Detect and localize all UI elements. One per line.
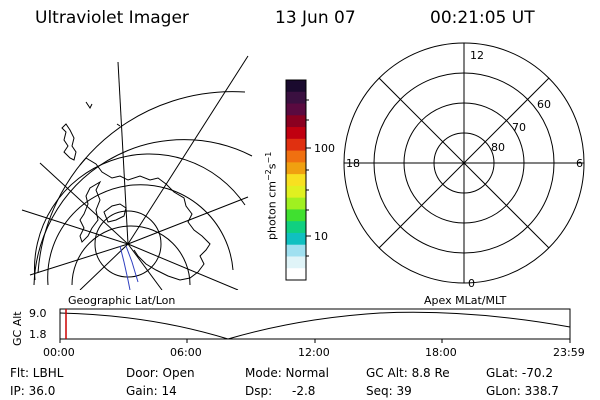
glon-info: GLon: 338.7 <box>486 384 559 398</box>
coast-antarctica-west <box>79 180 102 243</box>
mode-info: Mode: Normal <box>245 366 329 380</box>
gc-alt-xticks <box>59 339 571 343</box>
colorbar-band <box>286 91 306 105</box>
lat-circle-outer <box>37 91 246 274</box>
colorbar-frame <box>285 79 307 281</box>
colorbar-bands <box>286 80 306 281</box>
gain-info: Gain: 14 <box>126 384 177 398</box>
dsp-label: Dsp: <box>245 384 273 398</box>
geographic-map <box>21 55 253 290</box>
lat-circle-3 <box>33 153 246 281</box>
colorbar-band <box>286 174 306 187</box>
gc-alt-curve <box>59 311 571 340</box>
ip-info: IP: 36.0 <box>10 384 56 398</box>
mlat-label-60: 60 <box>537 98 551 111</box>
coast-track-2 <box>125 245 139 283</box>
dsp-value: -2.8 <box>292 384 316 398</box>
colorbar-band <box>286 256 306 269</box>
colorbar-tick-10: 10 <box>314 230 328 243</box>
coast-peninsula <box>61 123 77 161</box>
coast-antarctica-east <box>79 157 211 281</box>
colorbar-ticks <box>306 99 311 257</box>
colorbar-band <box>286 244 306 257</box>
latitude-circles <box>33 91 253 286</box>
geographic-label: Geographic Lat/Lon <box>68 294 176 307</box>
coastlines <box>61 101 211 290</box>
meridian-2 <box>117 61 129 245</box>
colorbar-band <box>286 209 306 222</box>
colorbar-band <box>286 221 306 234</box>
gc-alt-ylabel: GC Alt <box>11 311 24 346</box>
seq-info: Seq: 39 <box>366 384 412 398</box>
meridian-1 <box>127 55 249 245</box>
gc-alt-info: GC Alt: 8.8 Re <box>366 366 450 380</box>
meridian-8 <box>127 243 239 290</box>
mlat-label-70: 70 <box>512 121 526 134</box>
gc-alt-frame <box>59 308 571 340</box>
meridian-9 <box>21 209 129 245</box>
colorbar-unit-label: photon cm−2s−1 <box>264 151 279 240</box>
colorbar-band <box>286 268 306 281</box>
colorbar-band <box>286 150 306 163</box>
colorbar-band <box>286 103 306 116</box>
colorbar-tick-100: 100 <box>314 142 335 155</box>
colorbar-band <box>286 162 306 175</box>
colorbar-band <box>286 232 306 246</box>
instrument-title: Ultraviolet Imager <box>35 8 189 28</box>
meridian-5 <box>29 243 129 276</box>
filter-info: Flt: LBHL <box>10 366 64 380</box>
lat-circle-4 <box>47 184 234 286</box>
mlat-mlt-grid <box>343 42 585 284</box>
xtick-0600: 06:00 <box>170 346 202 359</box>
coast-track <box>119 245 131 290</box>
time-label: 00:21:05 UT <box>430 8 535 28</box>
gc-alt-panel <box>59 308 571 343</box>
glat-info: GLat: -70.2 <box>486 366 553 380</box>
colorbar-band <box>286 138 306 152</box>
colorbar-band <box>286 127 306 140</box>
xtick-2359: 23:59 <box>553 346 585 359</box>
lat-circle-5 <box>71 225 191 286</box>
colorbar-band <box>286 197 306 210</box>
lat-circle-2 <box>33 139 253 286</box>
longitude-lines <box>21 55 249 290</box>
meridian-4 <box>39 162 129 245</box>
meridian-7 <box>79 243 129 290</box>
coast-island-2 <box>116 123 121 127</box>
mlt-label-18: 18 <box>346 157 360 170</box>
lat-circle-inner <box>94 210 162 278</box>
gc-alt-ytick-min: 1.8 <box>29 328 47 341</box>
xtick-1200: 12:00 <box>298 346 330 359</box>
colorbar <box>285 79 311 281</box>
mlt-label-6: 6 <box>576 157 583 170</box>
meridian-3 <box>127 196 249 245</box>
coast-island-1 <box>85 101 93 109</box>
colorbar-band <box>286 115 306 128</box>
xtick-0000: 00:00 <box>43 346 75 359</box>
mlt-label-0: 0 <box>468 277 475 290</box>
colorbar-band <box>286 80 306 93</box>
xtick-1800: 18:00 <box>425 346 457 359</box>
date-label: 13 Jun 07 <box>275 8 356 28</box>
apex-label: Apex MLat/MLT <box>424 294 507 307</box>
mlt-line-diag-2 <box>378 77 550 249</box>
door-info: Door: Open <box>126 366 195 380</box>
meridian-6 <box>127 243 163 290</box>
coast-ice-shelf <box>103 203 127 223</box>
colorbar-band <box>286 185 306 199</box>
gc-alt-ytick-max: 9.0 <box>29 307 47 320</box>
mlt-label-12: 12 <box>470 49 484 62</box>
mlat-label-80: 80 <box>491 141 505 154</box>
